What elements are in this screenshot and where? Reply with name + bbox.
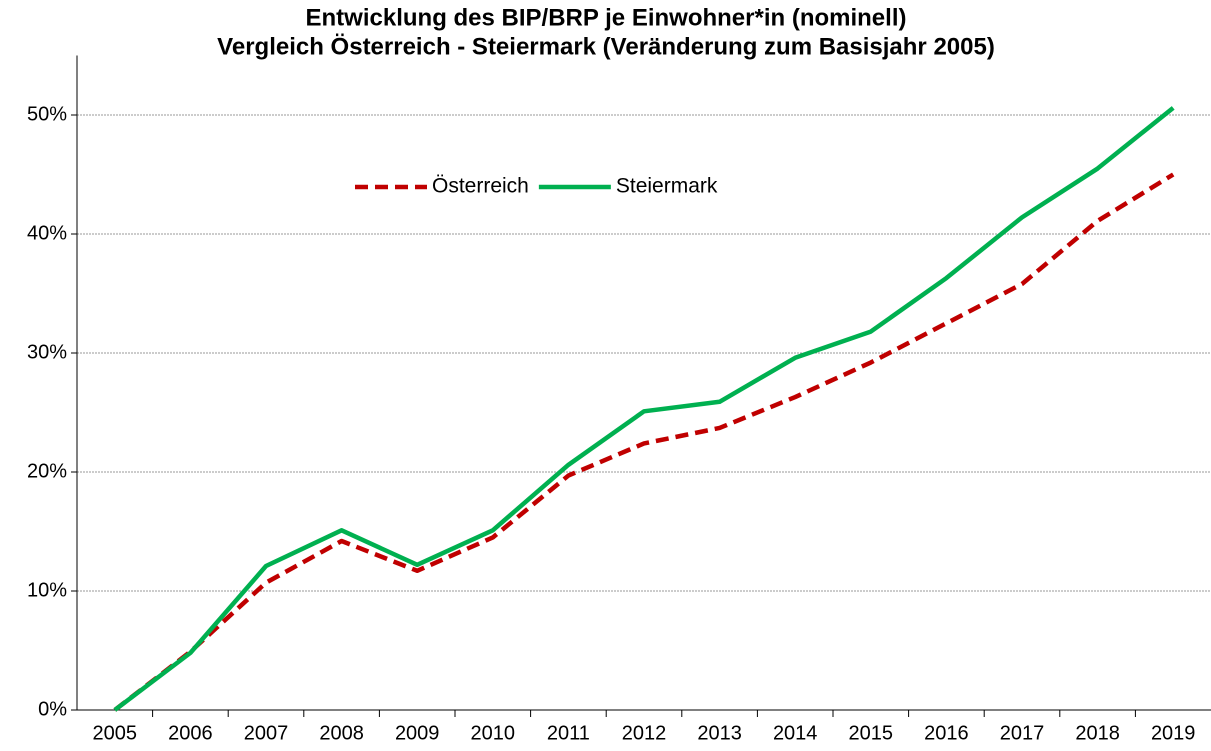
legend-label: Steiermark xyxy=(616,175,718,198)
x-tick-label: 2016 xyxy=(924,722,969,744)
y-tick-label: 0% xyxy=(38,698,67,720)
chart-title: Vergleich Österreich - Steiermark (Verän… xyxy=(217,33,995,60)
legend-label: Österreich xyxy=(432,175,529,198)
y-tick-label: 10% xyxy=(27,579,67,601)
x-tick-label: 2006 xyxy=(168,722,213,744)
x-tick-label: 2005 xyxy=(93,722,138,744)
x-tick-label: 2010 xyxy=(471,722,516,744)
chart-title: Entwicklung des BIP/BRP je Einwohner*in … xyxy=(306,4,907,31)
x-tick-label: 2013 xyxy=(697,722,742,744)
x-tick-label: 2018 xyxy=(1075,722,1120,744)
x-tick-label: 2015 xyxy=(849,722,894,744)
x-tick-label: 2008 xyxy=(319,722,364,744)
x-tick-label: 2014 xyxy=(773,722,818,744)
x-tick-label: 2009 xyxy=(395,722,440,744)
x-tick-label: 2017 xyxy=(1000,722,1045,744)
y-tick-label: 50% xyxy=(27,103,67,125)
y-tick-label: 30% xyxy=(27,341,67,363)
data-line xyxy=(113,106,1175,712)
x-tick-label: 2007 xyxy=(244,722,289,744)
data-line xyxy=(113,172,1175,712)
x-tick-label: 2012 xyxy=(622,722,667,744)
x-tick-label: 2019 xyxy=(1151,722,1196,744)
x-tick-label: 2011 xyxy=(547,722,590,744)
y-tick-label: 40% xyxy=(27,222,67,244)
y-tick-label: 20% xyxy=(27,460,67,482)
